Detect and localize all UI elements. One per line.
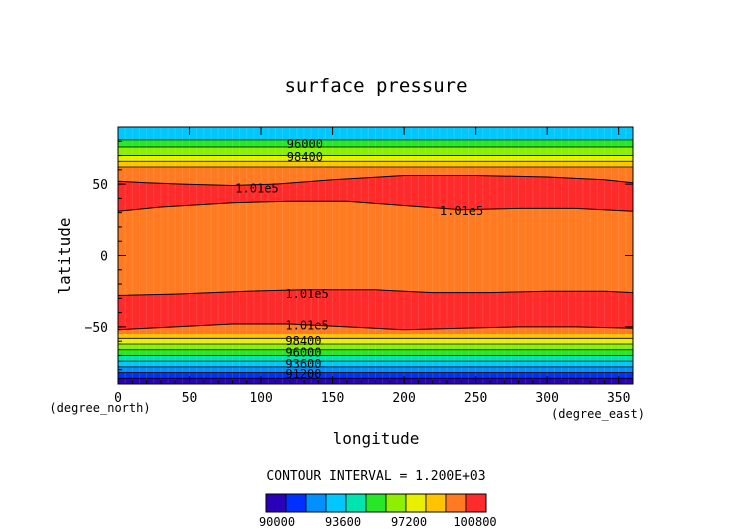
colorbar-frame xyxy=(265,493,487,513)
colorbar-swatch xyxy=(365,493,387,513)
contour-line xyxy=(117,289,634,296)
south-high-zone xyxy=(118,289,633,330)
y-tick-label: 0 xyxy=(100,250,108,265)
pressure-band xyxy=(118,155,633,162)
chart-title: surface pressure xyxy=(284,75,467,97)
contour-label: 93600 xyxy=(285,357,321,371)
colorbar-swatch xyxy=(285,493,307,513)
y-tick-label: −50 xyxy=(85,321,108,336)
contour-label: 96000 xyxy=(287,137,323,151)
contour-label: 98400 xyxy=(287,150,323,164)
pressure-band xyxy=(118,338,633,345)
contour-label: 96000 xyxy=(285,346,321,360)
colorbar-tick-label: 93600 xyxy=(325,515,361,529)
colorbar-swatch xyxy=(405,493,427,513)
x-tick-label: 200 xyxy=(392,391,415,406)
pressure-band xyxy=(118,334,633,339)
contour-line xyxy=(117,200,634,212)
y-unit-label: (degree_north) xyxy=(49,401,150,415)
colorbar-swatch xyxy=(385,493,407,513)
contour-label: 98400 xyxy=(285,334,321,348)
axes: 0 50 100 150 200 250 300 350 −50 0 50 xyxy=(85,126,634,406)
pressure-band xyxy=(118,139,633,147)
colorbar-tick-label: 100800 xyxy=(453,515,496,529)
contour-line xyxy=(117,323,634,331)
contour-interval-label: CONTOUR INTERVAL = 1.200E+03 xyxy=(266,469,485,484)
x-tick-label: 350 xyxy=(607,391,630,406)
pressure-band xyxy=(118,161,633,167)
pressure-band xyxy=(118,372,633,379)
colorbar-swatch xyxy=(305,493,327,513)
x-tick-label: 50 xyxy=(182,391,198,406)
colorbar-tick-label: 90000 xyxy=(259,515,295,529)
colorbar-tick-label: 97200 xyxy=(391,515,427,529)
contour-labels: 96000984001.01e51.01e51.01e51.01e5984009… xyxy=(235,137,483,381)
x-axis-label: longitude xyxy=(333,429,420,448)
y-tick-label: 50 xyxy=(92,178,108,193)
contour-label: 1.01e5 xyxy=(235,181,278,195)
x-tick-label: 250 xyxy=(464,391,487,406)
pressure-field xyxy=(117,127,634,384)
x-tick-label: 300 xyxy=(535,391,558,406)
contour-label: 1.01e5 xyxy=(440,204,483,218)
colorbar-swatch xyxy=(345,493,367,513)
x-tick-label: 100 xyxy=(249,391,272,406)
pressure-band xyxy=(118,366,633,373)
colorbar-swatch xyxy=(445,493,467,513)
contour-line xyxy=(117,175,634,187)
y-axis-label: latitude xyxy=(55,217,74,294)
colorbar-swatch xyxy=(425,493,447,513)
x-unit-label: (degree_east) xyxy=(551,407,645,421)
colorbar-swatch xyxy=(465,493,487,513)
contour-label: 1.01e5 xyxy=(285,318,328,332)
pressure-band xyxy=(118,355,633,362)
pressure-band xyxy=(118,349,633,356)
colorbar: 90000 93600 97200 100800 xyxy=(259,493,497,529)
pressure-band xyxy=(118,146,633,156)
pressure-band xyxy=(118,361,633,367)
pressure-band xyxy=(118,344,633,350)
pressure-band xyxy=(118,127,633,140)
colorbar-swatch xyxy=(265,493,287,513)
contour-label: 91200 xyxy=(285,367,321,381)
x-tick-label: 0 xyxy=(114,391,122,406)
x-tick-label: 150 xyxy=(321,391,344,406)
contour-label: 1.01e5 xyxy=(285,287,328,301)
colorbar-swatch xyxy=(325,493,347,513)
